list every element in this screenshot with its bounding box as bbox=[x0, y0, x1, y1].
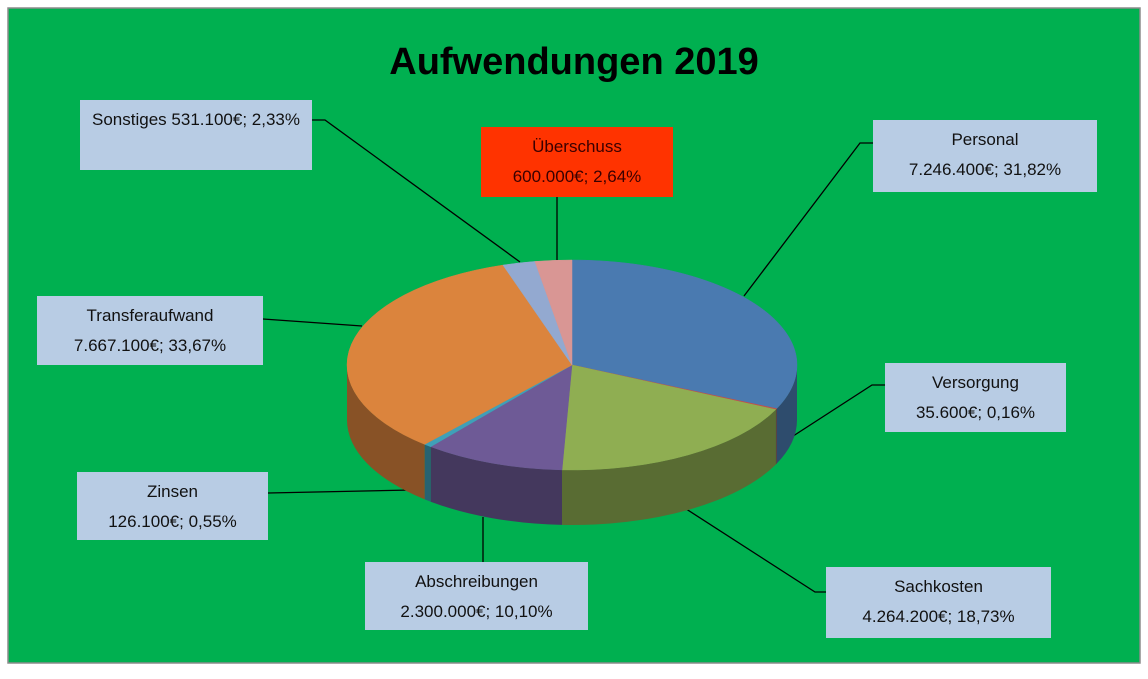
slice-side bbox=[775, 408, 777, 465]
label-category: Versorgung bbox=[932, 373, 1019, 392]
slice-side bbox=[562, 409, 776, 525]
label-category: Überschuss bbox=[532, 137, 622, 156]
label-value: 7.667.100€; 33,67% bbox=[73, 336, 227, 355]
label-value: 4.264.200€; 18,73% bbox=[862, 607, 1015, 626]
slice-side bbox=[424, 444, 431, 502]
slice-side bbox=[347, 365, 425, 500]
leader-line bbox=[679, 504, 826, 593]
pie-top bbox=[346, 259, 798, 471]
data-label: Abschreibungen 2.300.000€; 10,10% bbox=[365, 562, 588, 630]
leader-line bbox=[262, 318, 363, 327]
label-value: 2.300.000€; 10,10% bbox=[400, 602, 553, 621]
pie-sides bbox=[347, 365, 797, 525]
label-category: Abschreibungen bbox=[415, 572, 538, 591]
data-label: Zinsen 126.100€; 0,55% bbox=[77, 472, 268, 540]
label-category: Transferaufwand bbox=[86, 306, 214, 325]
data-label: Versorgung 35.600€; 0,16% bbox=[885, 363, 1066, 432]
label-value: 531.100€; 2,33% bbox=[171, 110, 300, 129]
slice bbox=[561, 364, 777, 471]
data-label: Überschuss 600.000€; 2,64% bbox=[481, 127, 673, 197]
data-label: Transferaufwand 7.667.100€; 33,67% bbox=[37, 296, 263, 365]
label-value: 126.100€; 0,55% bbox=[108, 512, 237, 531]
leader-line bbox=[267, 489, 413, 494]
slice-side bbox=[430, 446, 563, 525]
label-category: Personal bbox=[951, 130, 1019, 149]
label-value: 35.600€; 0,16% bbox=[915, 403, 1036, 422]
data-label: Personal 7.246.400€; 31,82% bbox=[873, 120, 1097, 192]
label-category: Zinsen bbox=[146, 482, 199, 501]
slice bbox=[534, 259, 573, 366]
slice-side bbox=[776, 365, 797, 464]
leader-line bbox=[312, 119, 521, 263]
label-value: 600.000€; 2,64% bbox=[512, 167, 642, 186]
slice bbox=[571, 259, 798, 409]
slice bbox=[430, 364, 573, 471]
leader-line bbox=[786, 384, 885, 441]
label-category: Sachkosten bbox=[894, 577, 983, 596]
leader-line bbox=[743, 142, 873, 297]
label-category: Sonstiges bbox=[92, 110, 167, 129]
data-label: Sachkosten 4.264.200€; 18,73% bbox=[826, 567, 1051, 638]
slice bbox=[346, 264, 573, 445]
leader-lines bbox=[262, 119, 885, 593]
chart-title: Aufwendungen 2019 bbox=[389, 41, 759, 83]
data-label: Sonstiges 531.100€; 2,33% bbox=[80, 100, 312, 170]
label-value: 7.246.400€; 31,82% bbox=[908, 160, 1062, 179]
